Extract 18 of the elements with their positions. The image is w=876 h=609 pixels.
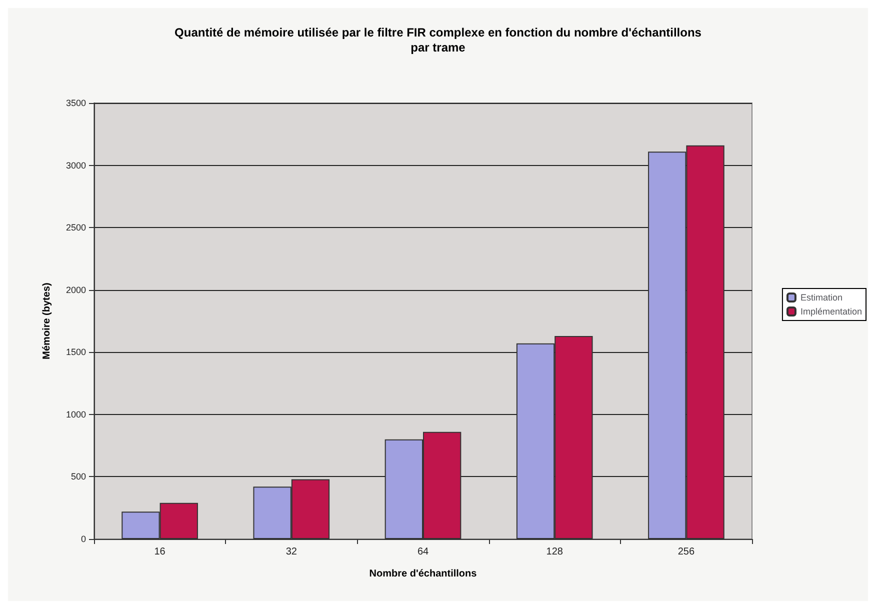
x-tick-label: 256 [678, 546, 695, 558]
y-tick-label: 0 [80, 534, 86, 544]
legend-label: Estimation [800, 292, 842, 302]
y-tick-label: 3000 [66, 160, 86, 170]
legend-label: Implémentation [800, 306, 862, 316]
x-tick-label: 128 [546, 546, 564, 558]
chart-title: Quantité de mémoire utilisée par le filtre FIR complexe en fonction du nombre d'échantillons par trame [174, 26, 702, 54]
y-tick-label: 2000 [66, 284, 86, 295]
y-axis-title: Mémoire (bytes) [42, 282, 52, 360]
y-tick-label: 3500 [66, 98, 86, 108]
x-tick-label: 32 [286, 546, 298, 558]
y-tick-label: 2500 [66, 222, 86, 233]
y-tick-label: 1000 [66, 409, 86, 420]
x-axis-title: Nombre d'échantillons [369, 568, 478, 580]
x-tick-label: 64 [417, 546, 429, 558]
x-tick-label: 16 [154, 546, 166, 558]
y-tick-label: 500 [70, 472, 86, 482]
y-tick-label: 1500 [66, 347, 86, 358]
